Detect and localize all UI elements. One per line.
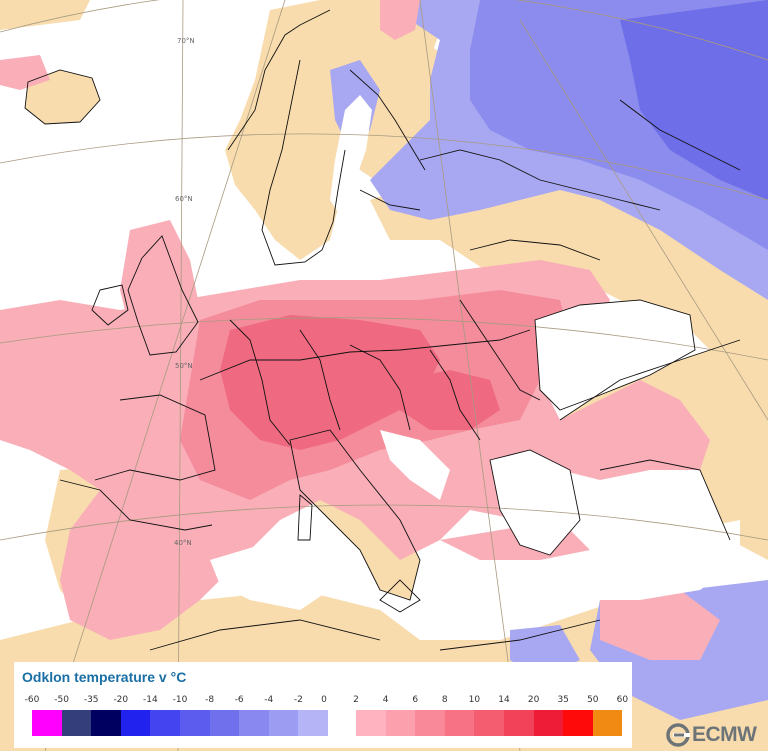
legend-color-swatch: [209, 710, 240, 736]
legend-color-swatch: [150, 710, 180, 736]
legend-color-swatch: [385, 710, 416, 736]
legend-tick-label: 60: [616, 695, 629, 705]
inland-seas: [210, 95, 740, 610]
legend-tick-label: -20: [113, 695, 129, 705]
ecmwf-logo-icon: [666, 723, 690, 747]
legend-tick-label: -8: [205, 695, 215, 705]
legend-tick-label: -4: [264, 695, 274, 705]
latitude-label: 50°N: [175, 362, 193, 370]
legend-color-swatch: [533, 710, 564, 736]
latitude-labels: 70°N 60°N 50°N 40°N: [174, 37, 195, 547]
legend-tick-label: 8: [441, 695, 448, 705]
legend-tick-label: 0: [321, 695, 327, 705]
legend-color-swatch: [415, 710, 445, 736]
legend-tick-label: -2: [293, 695, 303, 705]
legend-tick-label: 6: [412, 695, 419, 705]
legend-color-swatch: [504, 710, 534, 736]
latitude-label: 40°N: [174, 539, 192, 547]
legend-color-swatch: [120, 710, 151, 736]
legend-color-swatch: [32, 710, 62, 736]
legend-tick-label: -6: [234, 695, 244, 705]
latitude-label: 60°N: [175, 195, 193, 203]
legend-tick-label: 10: [468, 695, 481, 705]
legend-color-swatch: [563, 710, 593, 736]
ecmwf-logo: ECMW: [666, 723, 757, 747]
legend-color-swatch: [444, 710, 475, 736]
legend-tick-label: 14: [498, 695, 510, 705]
legend-tick-label: 4: [382, 695, 389, 705]
legend-color-swatch: [268, 710, 299, 736]
legend-color-swatch: [356, 710, 386, 736]
legend-tick-label: -10: [172, 695, 188, 705]
legend-color-swatch: [592, 710, 623, 736]
borders: [24, 9, 741, 651]
legend-color-swatch: [239, 710, 269, 736]
legend-tick-label: 2: [353, 695, 359, 705]
legend-color-swatch: [474, 710, 504, 736]
legend-color-swatch: [180, 710, 210, 736]
legend-tick-label: 35: [557, 695, 569, 705]
legend-tick-label: 50: [587, 695, 599, 705]
legend-tick-label: -14: [143, 695, 158, 705]
legend-tick-label: -60: [24, 695, 40, 705]
legend-title: Odklon temperature v °C: [22, 669, 187, 685]
color-legend: Odklon temperature v °C -60 -50 -35 -20 -14-…: [14, 662, 632, 748]
latitude-label: 70°N: [177, 37, 195, 45]
logo-text: ECMW: [692, 723, 757, 746]
legend-tick-label: 20: [527, 695, 540, 705]
legend-color-swatch: [61, 710, 92, 736]
legend-tick-label: -35: [83, 695, 99, 705]
legend-color-swatch: [298, 710, 328, 736]
legend-tick-label: -50: [54, 695, 69, 705]
legend-color-swatch: [91, 710, 121, 736]
